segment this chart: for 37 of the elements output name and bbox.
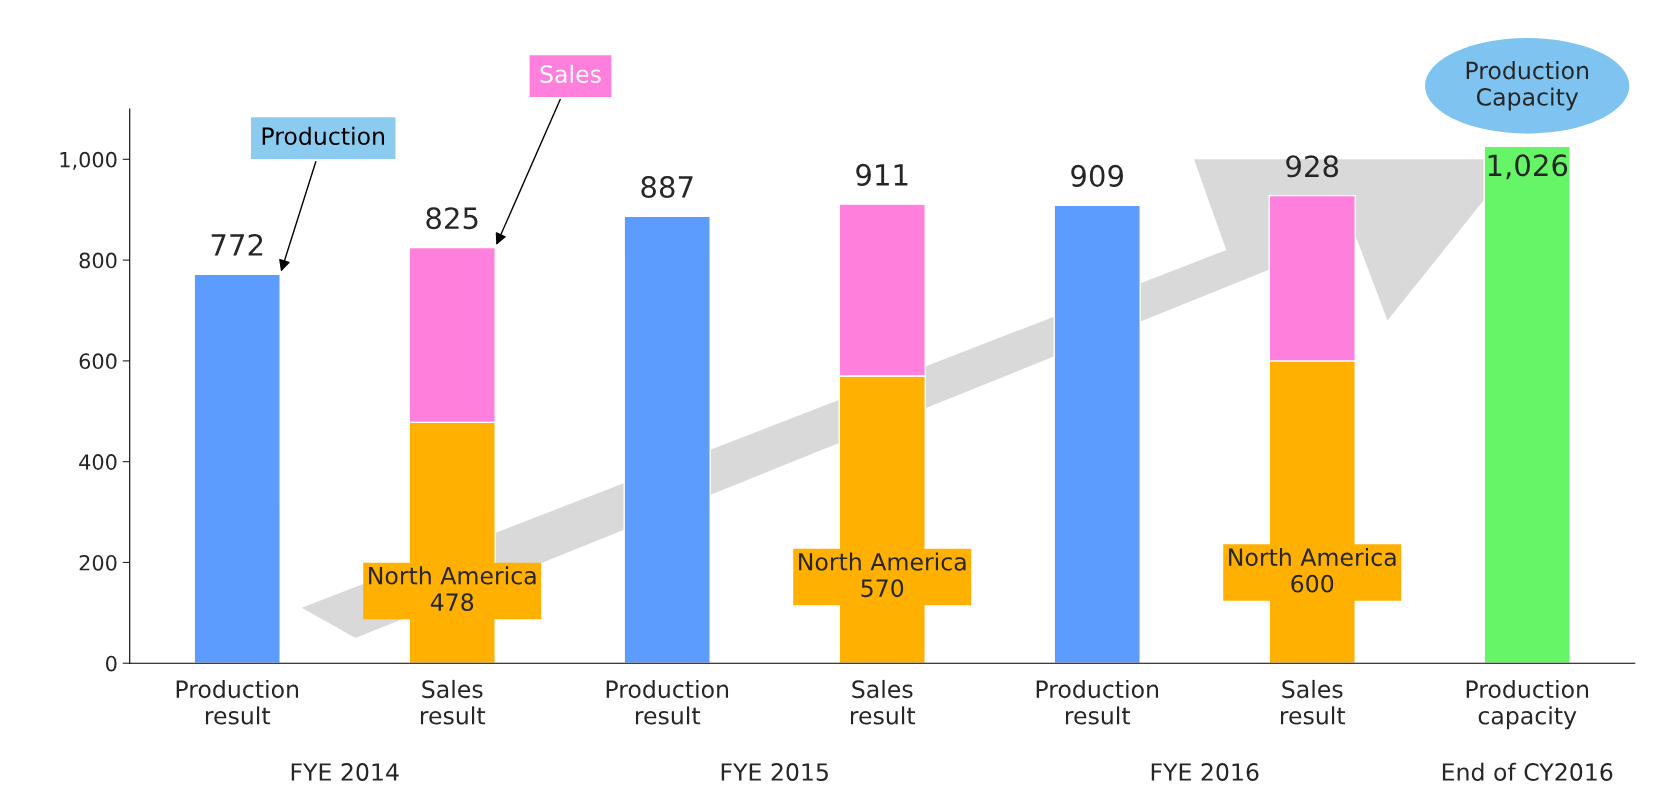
total-label: 887 (641, 175, 693, 199)
text: FYE 2014 (291, 763, 399, 781)
x-tick-label: Production result (176, 679, 299, 725)
y-tick-label: 400 (79, 454, 117, 470)
y-tick-label: 800 (79, 252, 117, 269)
bar (623, 215, 711, 664)
x-tick-label: Sales result (420, 679, 486, 725)
text: FYE 2015 (721, 763, 828, 781)
x-tick-label: Production result (1036, 679, 1159, 725)
y-tick-label: 1,000 (60, 151, 117, 170)
text: Production (262, 126, 385, 146)
bar (1483, 145, 1571, 664)
total-label: 909 (1071, 164, 1124, 187)
bar (193, 273, 281, 664)
x-tick-label: Production capacity (1466, 679, 1589, 730)
total-label: 911 (856, 163, 908, 186)
total-label: 928 (1286, 155, 1339, 178)
total-label: 1,026 (1488, 154, 1568, 180)
data-label: 600 (1291, 574, 1334, 593)
series-label: North America (799, 552, 966, 571)
y-tick-label: 600 (79, 353, 117, 370)
x-tick-label: Sales result (1280, 679, 1346, 725)
bar (1053, 204, 1141, 664)
text: End of CY2016 (1442, 762, 1613, 781)
text: North America (369, 566, 536, 585)
total-label: 772 (211, 233, 263, 256)
y-tick-label: 200 (79, 554, 117, 571)
data-label: 570 (861, 579, 904, 598)
text: FYE 2016 (1151, 763, 1259, 781)
series-label: Production Capacity (1466, 61, 1589, 111)
total-label: 825 (426, 207, 478, 230)
y-tick-label: 0 (106, 655, 117, 672)
text: North America (1229, 547, 1396, 567)
x-tick-label: Production result (606, 679, 729, 725)
data-label: 478 (430, 593, 474, 612)
text: Sales (540, 64, 601, 84)
x-tick-label: Sales result (850, 679, 916, 725)
